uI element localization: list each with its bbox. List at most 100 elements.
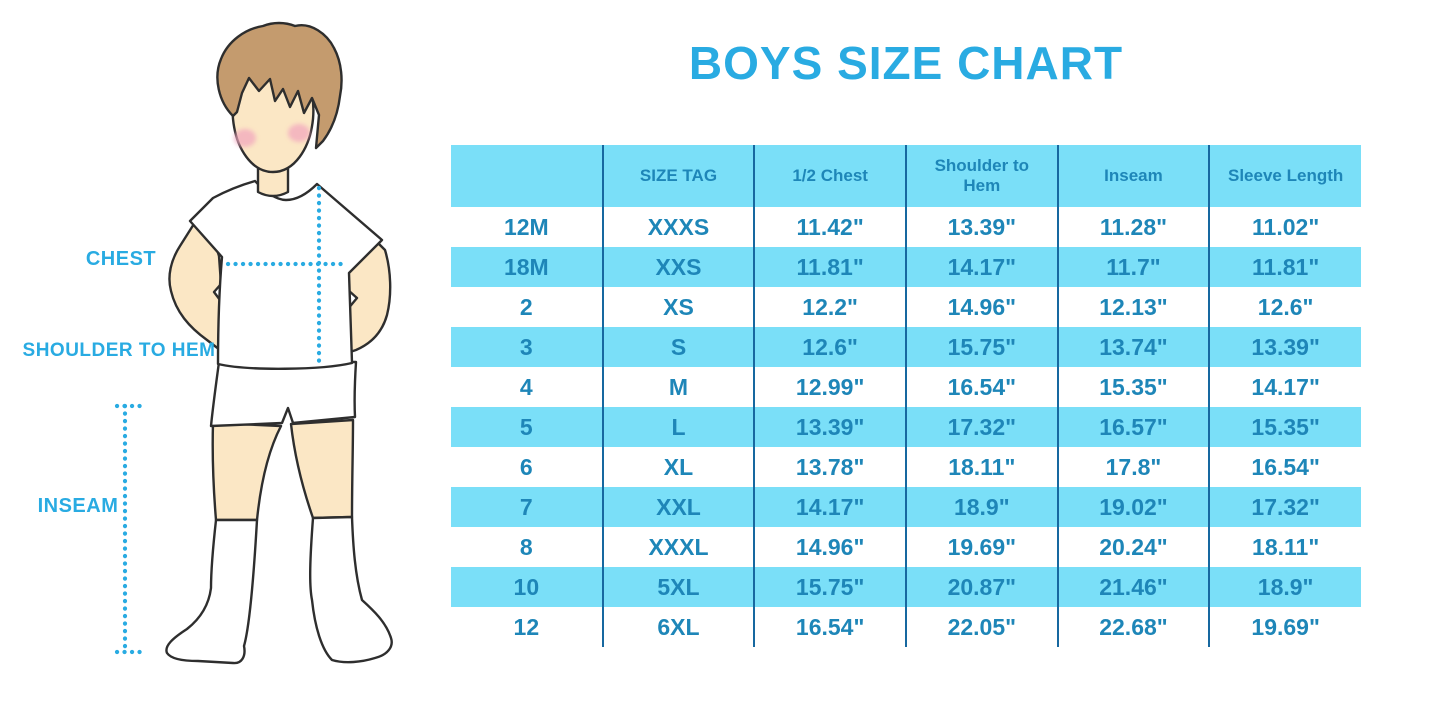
table-row: 2 XS 12.2" 14.96" 12.13" 12.6" (451, 287, 1361, 327)
value-cell: XXXL (601, 527, 755, 567)
table-row: 12 6XL 16.54" 22.05" 22.68" 19.69" (451, 607, 1361, 647)
value-cell: 12.6" (1208, 287, 1361, 327)
page-title: BOYS SIZE CHART (688, 37, 1124, 89)
value-cell: 15.35" (1056, 367, 1210, 407)
table-row: 5 L 13.39" 17.32" 16.57" 15.35" (451, 407, 1361, 447)
table-row: 18M XXS 11.81" 14.17" 11.7" 11.81" (451, 247, 1361, 287)
value-cell: 11.81" (753, 247, 906, 287)
value-cell: 18.11" (1208, 527, 1361, 567)
value-cell: 19.69" (904, 527, 1058, 567)
value-cell: 18.9" (904, 487, 1058, 527)
size-cell: 5 (519, 413, 533, 440)
size-cell: 12M (503, 213, 549, 240)
column-header: Sleeve Length (1208, 145, 1361, 207)
value-cell: 13.39" (904, 207, 1058, 247)
value-cell: 15.35" (1208, 407, 1361, 447)
value-cell: XXL (601, 487, 755, 527)
size-cell: 4 (519, 373, 533, 400)
value-cell: S (601, 327, 755, 367)
value-cell: 12.2" (753, 287, 906, 327)
size-table-container: SIZE TAG 1/2 Chest Shoulder to Hem Inseam Sl… (451, 145, 1361, 647)
value-cell: 19.02" (1056, 487, 1210, 527)
column-header: SIZE TAG (601, 145, 755, 207)
value-cell: 11.28" (1056, 207, 1210, 247)
value-cell: XS (601, 287, 755, 327)
value-cell: 18.9" (1208, 567, 1361, 607)
size-cell: 3 (519, 333, 533, 360)
column-header: Inseam (1056, 145, 1210, 207)
boy-right-sock (308, 515, 393, 664)
value-cell: 16.54" (1208, 447, 1361, 487)
boy-tshirt (188, 179, 384, 370)
size-cell: 2 (519, 293, 533, 320)
corner-header (451, 145, 603, 207)
boy-hair (216, 21, 343, 150)
value-cell: 13.74" (1056, 327, 1210, 367)
value-cell: XXS (601, 247, 755, 287)
boy-right-leg (289, 418, 355, 520)
table-body: 12M XXXS 11.42" 13.39" 11.28" 11.02" 18M XXS 11.… (451, 207, 1361, 647)
value-cell: 16.57" (1056, 407, 1210, 447)
value-cell: 19.69" (1208, 607, 1361, 647)
value-cell: 22.68" (1056, 607, 1210, 647)
value-cell: 17.32" (1208, 487, 1361, 527)
table-row: 10 5XL 15.75" 20.87" 21.46" 18.9" (451, 567, 1361, 607)
value-cell: 13.39" (753, 407, 906, 447)
value-cell: XL (601, 447, 755, 487)
value-cell: 11.02" (1208, 207, 1361, 247)
size-cell: 18M (503, 253, 549, 280)
value-cell: 22.05" (904, 607, 1058, 647)
value-cell: 15.75" (753, 567, 906, 607)
boy-left-sock (165, 518, 259, 665)
value-cell: 17.32" (904, 407, 1058, 447)
value-cell: 12.13" (1056, 287, 1210, 327)
size-cell: 8 (519, 533, 533, 560)
table-row: 6 XL 13.78" 18.11" 17.8" 16.54" (451, 447, 1361, 487)
value-cell: XXXS (601, 207, 755, 247)
value-cell: 20.87" (904, 567, 1058, 607)
boy-measurement-figure (114, 21, 393, 665)
value-cell: 18.11" (904, 447, 1058, 487)
value-cell: 17.8" (1056, 447, 1210, 487)
value-cell: 14.17" (1208, 367, 1361, 407)
value-cell: 13.39" (1208, 327, 1361, 367)
table-row: 8 XXXL 14.96" 19.69" 20.24" 18.11" (451, 527, 1361, 567)
value-cell: 13.78" (753, 447, 906, 487)
value-cell: 11.7" (1056, 247, 1210, 287)
value-cell: 21.46" (1056, 567, 1210, 607)
value-cell: 11.81" (1208, 247, 1361, 287)
value-cell: 16.54" (753, 607, 906, 647)
table-row: 12M XXXS 11.42" 13.39" 11.28" 11.02" (451, 207, 1361, 247)
table-row: 7 XXL 14.17" 18.9" 19.02" 17.32" (451, 487, 1361, 527)
size-table: SIZE TAG 1/2 Chest Shoulder to Hem Inseam Sl… (451, 145, 1361, 647)
header-row: SIZE TAG 1/2 Chest Shoulder to Hem Inseam Sl… (451, 145, 1361, 207)
value-cell: L (601, 407, 755, 447)
column-header: Shoulder to Hem (904, 145, 1058, 207)
value-cell: 6XL (601, 607, 755, 647)
value-cell: 12.99" (753, 367, 906, 407)
boy-left-cheek (234, 129, 256, 147)
boy-right-cheek (288, 124, 310, 142)
size-cell: 10 (513, 573, 540, 600)
value-cell: 14.96" (904, 287, 1058, 327)
size-cell: 7 (519, 493, 533, 520)
value-cell: 20.24" (1056, 527, 1210, 567)
size-cell: 12 (513, 613, 540, 640)
value-cell: 16.54" (904, 367, 1058, 407)
value-cell: 14.96" (753, 527, 906, 567)
value-cell: 14.17" (753, 487, 906, 527)
value-cell: 15.75" (904, 327, 1058, 367)
value-cell: 5XL (601, 567, 755, 607)
shoulder-to-hem-label: SHOULDER TO HEM (22, 340, 216, 361)
boy-left-leg (211, 421, 283, 522)
value-cell: 14.17" (904, 247, 1058, 287)
table-row: 3 S 12.6" 15.75" 13.74" 13.39" (451, 327, 1361, 367)
boy-shorts (209, 360, 358, 428)
value-cell: 11.42" (753, 207, 906, 247)
inseam-label: INSEAM (37, 495, 119, 517)
chest-label: CHEST (85, 248, 157, 270)
size-cell: 6 (519, 453, 533, 480)
table-row: 4 M 12.99" 16.54" 15.35" 14.17" (451, 367, 1361, 407)
value-cell: 12.6" (753, 327, 906, 367)
